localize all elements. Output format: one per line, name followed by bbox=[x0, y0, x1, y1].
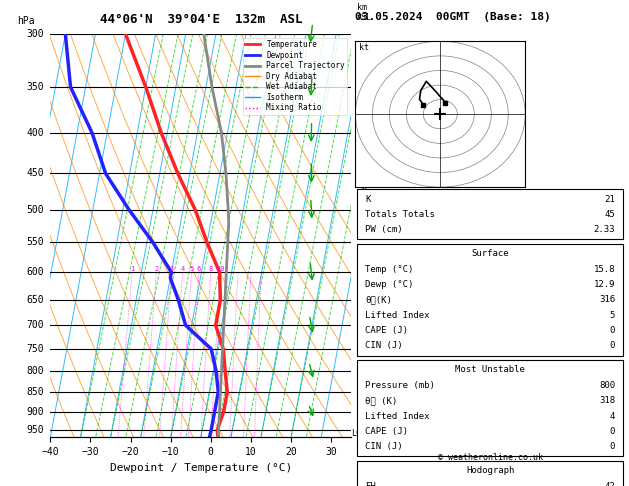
Text: 400: 400 bbox=[26, 128, 44, 138]
Text: 850: 850 bbox=[26, 387, 44, 397]
Text: 316: 316 bbox=[599, 295, 615, 304]
Text: 21: 21 bbox=[604, 194, 615, 204]
Text: 2: 2 bbox=[154, 266, 159, 272]
Text: -8: -8 bbox=[357, 89, 367, 98]
Text: 450: 450 bbox=[26, 168, 44, 178]
Text: -1: -1 bbox=[357, 407, 367, 416]
Text: CIN (J): CIN (J) bbox=[365, 341, 403, 350]
Text: θᴇ (K): θᴇ (K) bbox=[365, 396, 398, 405]
Text: km
ASL: km ASL bbox=[357, 2, 372, 22]
Text: 8: 8 bbox=[209, 266, 213, 272]
Text: -7: -7 bbox=[357, 138, 367, 147]
Text: 45: 45 bbox=[604, 210, 615, 219]
Text: Surface: Surface bbox=[471, 248, 509, 258]
Text: 800: 800 bbox=[599, 381, 615, 390]
Text: 900: 900 bbox=[26, 407, 44, 417]
Text: 6: 6 bbox=[197, 266, 201, 272]
Text: 10: 10 bbox=[216, 266, 225, 272]
Bar bbox=[357, 461, 623, 486]
Text: 350: 350 bbox=[26, 82, 44, 92]
Bar bbox=[357, 360, 623, 456]
Text: © weatheronline.co.uk: © weatheronline.co.uk bbox=[438, 452, 543, 462]
Text: 750: 750 bbox=[26, 344, 44, 354]
Text: 4: 4 bbox=[181, 266, 185, 272]
Text: 950: 950 bbox=[26, 425, 44, 435]
Text: 44°06'N  39°04'E  132m  ASL: 44°06'N 39°04'E 132m ASL bbox=[99, 13, 302, 26]
Text: -4: -4 bbox=[357, 278, 367, 286]
Text: PW (cm): PW (cm) bbox=[365, 225, 403, 234]
Text: 2.33: 2.33 bbox=[594, 225, 615, 234]
Text: kt: kt bbox=[359, 43, 369, 52]
Text: 1: 1 bbox=[130, 266, 134, 272]
Text: 0: 0 bbox=[610, 442, 615, 451]
Text: hPa: hPa bbox=[18, 16, 35, 26]
Text: 700: 700 bbox=[26, 320, 44, 330]
Text: Lifted Index: Lifted Index bbox=[365, 412, 430, 420]
Text: Temp (°C): Temp (°C) bbox=[365, 265, 413, 274]
Text: 5: 5 bbox=[610, 311, 615, 320]
Text: -3: -3 bbox=[357, 321, 367, 330]
Text: 318: 318 bbox=[599, 396, 615, 405]
Text: Hodograph: Hodograph bbox=[466, 466, 515, 474]
Text: 0: 0 bbox=[610, 427, 615, 436]
Text: K: K bbox=[365, 194, 370, 204]
Text: -6: -6 bbox=[357, 185, 367, 194]
Text: EH: EH bbox=[365, 482, 376, 486]
Text: θᴇ(K): θᴇ(K) bbox=[365, 295, 392, 304]
Text: 5: 5 bbox=[189, 266, 194, 272]
Text: Lifted Index: Lifted Index bbox=[365, 311, 430, 320]
Bar bbox=[357, 190, 623, 239]
Text: 800: 800 bbox=[26, 366, 44, 376]
Text: 3: 3 bbox=[169, 266, 174, 272]
Text: -2: -2 bbox=[357, 366, 367, 376]
Text: Pressure (mb): Pressure (mb) bbox=[365, 381, 435, 390]
Text: 300: 300 bbox=[26, 29, 44, 39]
Text: CAPE (J): CAPE (J) bbox=[365, 427, 408, 436]
Text: 15.8: 15.8 bbox=[594, 265, 615, 274]
Text: CAPE (J): CAPE (J) bbox=[365, 326, 408, 335]
Text: Most Unstable: Most Unstable bbox=[455, 364, 525, 374]
Text: 650: 650 bbox=[26, 295, 44, 305]
Text: 600: 600 bbox=[26, 267, 44, 278]
Text: 12.9: 12.9 bbox=[594, 280, 615, 289]
Text: Totals Totals: Totals Totals bbox=[365, 210, 435, 219]
Text: 0: 0 bbox=[610, 341, 615, 350]
Text: -5: -5 bbox=[357, 231, 367, 241]
X-axis label: Dewpoint / Temperature (°C): Dewpoint / Temperature (°C) bbox=[109, 463, 292, 473]
Text: 550: 550 bbox=[26, 237, 44, 247]
Text: 0: 0 bbox=[610, 326, 615, 335]
Text: CIN (J): CIN (J) bbox=[365, 442, 403, 451]
Text: 42: 42 bbox=[604, 482, 615, 486]
Text: LCL: LCL bbox=[351, 429, 366, 438]
Text: 03.05.2024  00GMT  (Base: 18): 03.05.2024 00GMT (Base: 18) bbox=[355, 12, 551, 22]
Legend: Temperature, Dewpoint, Parcel Trajectory, Dry Adiabat, Wet Adiabat, Isotherm, Mi: Temperature, Dewpoint, Parcel Trajectory… bbox=[243, 38, 347, 115]
Text: Dewp (°C): Dewp (°C) bbox=[365, 280, 413, 289]
Bar bbox=[357, 244, 623, 356]
Text: 500: 500 bbox=[26, 205, 44, 215]
Text: 4: 4 bbox=[610, 412, 615, 420]
